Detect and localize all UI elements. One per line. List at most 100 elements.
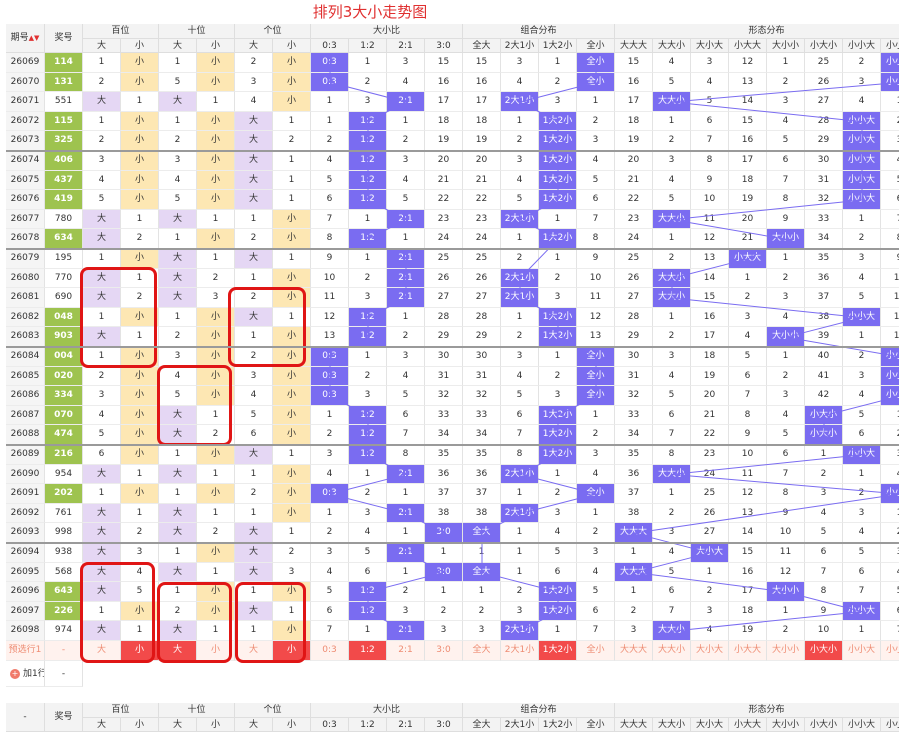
miss-count: 2: [121, 288, 159, 308]
combo-hit: 1大2小: [539, 190, 577, 210]
position-small-mark: 小: [197, 151, 235, 171]
miss-count: 29: [463, 327, 501, 347]
position-small-mark: 小: [273, 347, 311, 367]
combo-hit: 1大2小: [539, 111, 577, 132]
miss-count: 17: [729, 582, 767, 602]
miss-count: 4: [767, 111, 805, 132]
group-header: 个位: [235, 702, 311, 718]
prediction-ratio-option[interactable]: 3:0: [425, 641, 463, 661]
prediction-combo-option[interactable]: 2大1小: [501, 641, 539, 661]
group-header: 个位: [235, 24, 311, 39]
combo-hit: 1大2小: [539, 582, 577, 602]
position-small-mark: 小: [197, 229, 235, 249]
prediction-ratio-option[interactable]: 0:3: [311, 641, 349, 661]
position-big-mark: 大: [83, 209, 121, 230]
miss-count: 1: [653, 307, 691, 328]
miss-count: 1: [235, 503, 273, 524]
miss-count: 29: [805, 131, 843, 151]
prediction-small-option[interactable]: 小: [273, 641, 311, 661]
position-small-mark: 小: [121, 72, 159, 93]
prediction-small-option[interactable]: 小: [121, 641, 159, 661]
miss-count: 2: [83, 366, 121, 387]
miss-count: 7: [653, 425, 691, 445]
miss-count: 4: [539, 523, 577, 543]
prediction-shape-option[interactable]: 小小大: [843, 641, 881, 661]
prediction-combo-option[interactable]: 全小: [577, 641, 615, 661]
miss-count: 4: [653, 543, 691, 563]
prediction-big-option[interactable]: 大: [159, 641, 197, 661]
miss-count: 3: [881, 445, 899, 465]
prediction-shape-option[interactable]: 小小小: [881, 641, 899, 661]
miss-count: 9: [805, 601, 843, 622]
sort-arrow-icon[interactable]: ▲▼: [28, 34, 40, 42]
sub-header: 小: [197, 717, 235, 732]
miss-count: 3: [349, 92, 387, 112]
prediction-combo-option[interactable]: 全大: [463, 641, 501, 661]
period-header-label[interactable]: -: [23, 711, 27, 722]
miss-count: 6: [767, 445, 805, 465]
prediction-shape-option[interactable]: 小大小: [805, 641, 843, 661]
prediction-ratio-option[interactable]: 2:1: [387, 641, 425, 661]
miss-count: 1: [83, 307, 121, 328]
miss-count: 1: [83, 347, 121, 367]
miss-count: 4: [577, 464, 615, 485]
add-row-button[interactable]: + 加1行: [6, 660, 45, 687]
miss-count: 11: [577, 288, 615, 308]
prediction-small-option[interactable]: 小: [197, 641, 235, 661]
shape-hit: 小小小: [881, 366, 899, 387]
sub-header: 大: [83, 717, 121, 732]
miss-count: 2: [159, 601, 197, 622]
miss-count: 18: [425, 111, 463, 132]
miss-count: 3: [843, 249, 881, 269]
miss-count: 23: [425, 209, 463, 230]
miss-count: 15: [729, 543, 767, 563]
period-header-label[interactable]: 期号: [10, 33, 29, 43]
prediction-combo-option[interactable]: 1大2小: [539, 641, 577, 661]
prediction-row-label: 预选行1: [6, 641, 45, 661]
prediction-shape-option[interactable]: 大大大: [615, 641, 653, 661]
miss-count: 16: [729, 562, 767, 583]
add-row-label[interactable]: 加1行: [23, 668, 45, 679]
miss-count: 1: [121, 503, 159, 524]
miss-count: 3: [539, 386, 577, 406]
miss-count: 1: [273, 601, 311, 622]
miss-count: 5: [501, 190, 539, 210]
sub-header: 大小小: [767, 717, 805, 732]
position-small-mark: 小: [121, 307, 159, 328]
miss-count: 2: [83, 72, 121, 93]
miss-count: 15: [425, 53, 463, 73]
miss-count: 4: [577, 562, 615, 583]
prediction-shape-option[interactable]: 大大小: [653, 641, 691, 661]
miss-count: 36: [615, 464, 653, 485]
period-cell: 26073: [6, 131, 45, 151]
prediction-ratio-option[interactable]: 1:2: [349, 641, 387, 661]
miss-count: 1: [121, 92, 159, 112]
prediction-shape-option[interactable]: 大小大: [691, 641, 729, 661]
miss-count: 24: [463, 229, 501, 249]
miss-count: 29: [615, 327, 653, 347]
position-small-mark: 小: [121, 347, 159, 367]
prediction-shape-option[interactable]: 大小小: [767, 641, 805, 661]
combo-hit: 2大1小: [501, 621, 539, 641]
position-big-mark: 大: [159, 523, 197, 543]
miss-count: 4: [653, 53, 691, 73]
position-small-mark: 小: [121, 601, 159, 622]
combo-hit: 全小: [577, 72, 615, 93]
prediction-big-option[interactable]: 大: [83, 641, 121, 661]
prize-number: 004: [45, 347, 83, 367]
miss-count: 34: [615, 425, 653, 445]
miss-count: 15: [729, 111, 767, 132]
miss-count: 41: [805, 366, 843, 387]
group-separator: [6, 444, 899, 446]
prize-number: 770: [45, 268, 83, 289]
miss-count: 36: [425, 464, 463, 485]
miss-count: 4: [653, 170, 691, 191]
ratio-hit: 1:2: [349, 229, 387, 249]
position-big-mark: 大: [159, 464, 197, 485]
period-header[interactable]: 期号▲▼: [6, 24, 45, 53]
prediction-big-option[interactable]: 大: [235, 641, 273, 661]
plus-icon[interactable]: +: [10, 668, 20, 679]
miss-count: 1: [539, 621, 577, 641]
prediction-shape-option[interactable]: 小大大: [729, 641, 767, 661]
miss-count: 1: [387, 484, 425, 504]
